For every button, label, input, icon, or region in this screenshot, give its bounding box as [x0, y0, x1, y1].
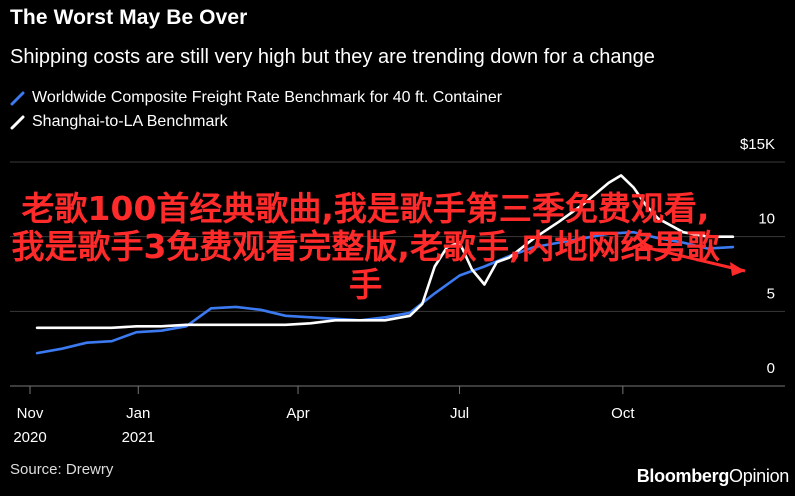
source-note: Source: Drewry: [10, 461, 114, 478]
y-tick-label-3: $15K: [740, 136, 775, 153]
logo-main: Bloomberg: [636, 466, 730, 486]
x-tick-label-1: Jan: [126, 405, 150, 422]
bloomberg-opinion-logo: BloombergOpinion: [636, 466, 790, 487]
series-line-shanghai-la: [35, 174, 735, 330]
legend-swatch-shanghai-la: [10, 115, 25, 130]
y-tick-label-1: 5: [767, 285, 775, 302]
series-line-worldwide: [35, 230, 735, 355]
legend-swatch-worldwide: [10, 91, 25, 106]
legend-item-worldwide: Worldwide Composite Freight Rate Benchma…: [10, 88, 502, 108]
legend-label-worldwide: Worldwide Composite Freight Rate Benchma…: [32, 89, 503, 106]
legend-item-shanghai-la: Shanghai-to-LA Benchmark: [10, 112, 228, 132]
watermark-overlay-text: 老歌100首经典歌曲,我是歌手第三季免费观看,我是歌手3免费观看完整版,老歌手,…: [11, 189, 720, 304]
chart-subtitle: Shipping costs are still very high but t…: [10, 46, 655, 68]
y-tick-label-2: 10: [758, 211, 775, 228]
y-tick-label-0: 0: [767, 360, 775, 377]
x-tick-sublabel-1: 2021: [122, 429, 155, 446]
x-tick-label-4: Oct: [611, 405, 635, 422]
x-tick-sublabel-0: 2020: [13, 429, 46, 446]
logo-sub: Opinion: [729, 466, 789, 486]
x-tick-label-2: Apr: [286, 405, 309, 422]
chart-title: The Worst May Be Over: [10, 6, 248, 29]
x-tick-label-3: Jul: [450, 405, 469, 422]
x-tick-label-0: Nov: [17, 405, 44, 422]
legend-label-shanghai-la: Shanghai-to-LA Benchmark: [32, 113, 228, 130]
